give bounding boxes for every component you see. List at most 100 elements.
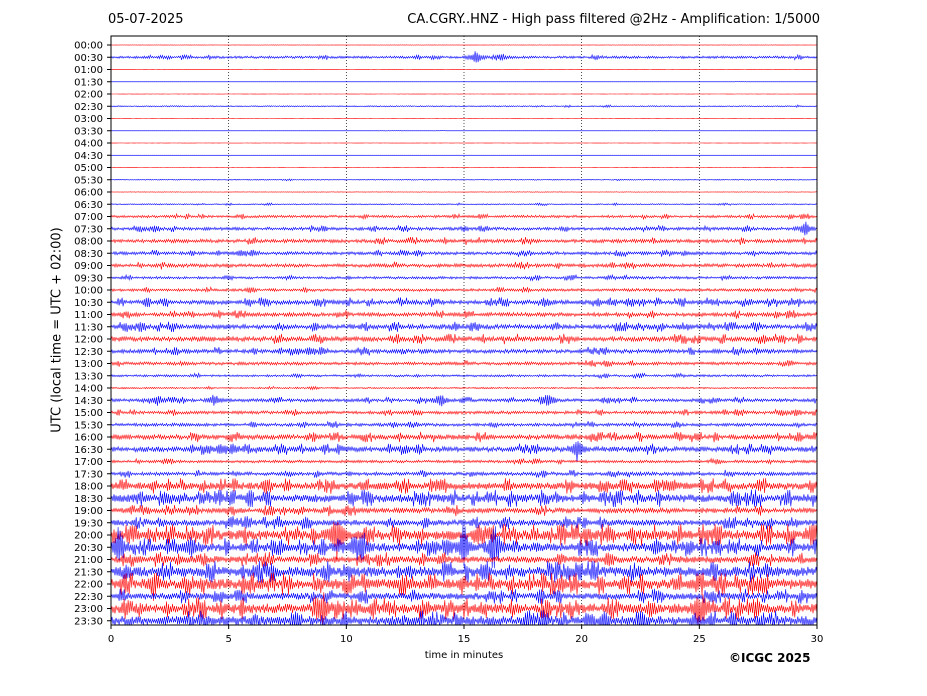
trace-0330 <box>111 130 817 132</box>
trace-0530 <box>111 178 817 182</box>
y-tick-label: 23:00 <box>74 604 103 615</box>
x-tick-label: 15 <box>458 634 471 645</box>
plot-title: CA.CGRY..HNZ - High pass filtered @2Hz -… <box>407 12 820 27</box>
trace-2230 <box>111 588 817 604</box>
y-tick-label: 03:30 <box>74 126 103 137</box>
y-tick-label: 23:30 <box>74 616 103 627</box>
trace-0830 <box>111 249 817 257</box>
y-tick-label: 16:00 <box>74 433 103 444</box>
trace-0030 <box>111 51 817 63</box>
trace-1830 <box>111 489 817 508</box>
trace-1630 <box>111 441 817 463</box>
y-tick-label: 15:30 <box>74 420 103 431</box>
trace-1700 <box>111 457 817 466</box>
x-tick-label: 0 <box>108 634 114 645</box>
trace-0630 <box>111 202 817 207</box>
y-tick-label: 01:30 <box>74 77 103 88</box>
trace-0600 <box>111 191 817 193</box>
trace-1300 <box>111 360 817 367</box>
trace-1600 <box>111 431 817 443</box>
y-tick-label: 06:30 <box>74 200 103 211</box>
y-tick-label: 08:00 <box>74 237 103 248</box>
y-tick-label: 18:30 <box>74 494 103 505</box>
x-axis-label: time in minutes <box>424 650 504 661</box>
trace-0230 <box>111 104 817 109</box>
trace-1400 <box>111 385 817 391</box>
trace-1000 <box>111 286 817 294</box>
y-tick-label: 14:30 <box>74 396 103 407</box>
y-tick-label: 02:00 <box>74 90 103 101</box>
trace-0700 <box>111 212 817 221</box>
trace-0000 <box>111 44 817 46</box>
y-tick-label: 22:30 <box>74 592 103 603</box>
trace-1200 <box>111 333 817 345</box>
y-tick-label: 02:30 <box>74 102 103 113</box>
trace-0730 <box>111 221 817 236</box>
y-tick-label: 21:30 <box>74 567 103 578</box>
y-tick-label: 07:30 <box>74 224 103 235</box>
trace-1800 <box>111 478 817 494</box>
vertical-gridlines <box>228 36 700 625</box>
y-tick-label: 21:00 <box>74 555 103 566</box>
y-tick-label: 19:00 <box>74 506 103 517</box>
y-tick-label: 05:00 <box>74 163 103 174</box>
trace-1900 <box>111 504 817 517</box>
trace-2030 <box>111 525 817 569</box>
seismic-traces <box>111 44 817 625</box>
y-tick-label: 17:00 <box>74 457 103 468</box>
y-tick-label: 04:00 <box>74 139 103 150</box>
y-tick-label: 18:00 <box>74 482 103 493</box>
trace-1030 <box>111 297 817 308</box>
y-tick-label: 15:00 <box>74 408 103 419</box>
y-tick-label: 09:30 <box>74 273 103 284</box>
y-tick-label: 07:00 <box>74 212 103 223</box>
y-tick-label: 14:00 <box>74 384 103 395</box>
y-tick-label: 04:30 <box>74 151 103 162</box>
x-tick-label: 25 <box>693 634 706 645</box>
y-tick-label: 05:30 <box>74 175 103 186</box>
trace-0900 <box>111 261 817 270</box>
y-tick-label: 03:00 <box>74 114 103 125</box>
trace-1230 <box>111 346 817 356</box>
copyright-notice: ©ICGC 2025 <box>729 651 811 665</box>
y-tick-label: 13:00 <box>74 359 103 370</box>
trace-2330 <box>111 610 817 625</box>
y-tick-label: 13:30 <box>74 371 103 382</box>
trace-2100 <box>111 551 817 567</box>
x-tick-label: 30 <box>811 634 824 645</box>
y-tick-label: 16:30 <box>74 445 103 456</box>
trace-1430 <box>111 394 817 407</box>
x-tick-label: 20 <box>575 634 588 645</box>
trace-1100 <box>111 310 817 319</box>
trace-0800 <box>111 237 817 245</box>
y-tick-label: 00:30 <box>74 53 103 64</box>
trace-1500 <box>111 408 817 417</box>
y-tick-label: 01:00 <box>74 65 103 76</box>
y-tick-label: 08:30 <box>74 249 103 260</box>
trace-2000 <box>111 521 817 562</box>
y-tick-label: 17:30 <box>74 469 103 480</box>
y-tick-label: 20:00 <box>74 531 103 542</box>
trace-0100 <box>111 68 817 71</box>
y-tick-label: 22:00 <box>74 580 103 591</box>
trace-2300 <box>111 592 817 625</box>
y-tick-label: 00:00 <box>74 41 103 52</box>
trace-1130 <box>111 321 817 333</box>
trace-1930 <box>111 516 817 530</box>
y-tick-label: 10:30 <box>74 298 103 309</box>
trace-0930 <box>111 273 817 282</box>
trace-1530 <box>111 420 817 429</box>
y-tick-label: 06:00 <box>74 188 103 199</box>
y-tick-label: 09:00 <box>74 261 103 272</box>
plot-date: 05-07-2025 <box>108 12 184 27</box>
y-tick-label: 12:30 <box>74 347 103 358</box>
trace-2200 <box>111 572 817 602</box>
trace-1330 <box>111 372 817 380</box>
x-tick-label: 10 <box>340 634 353 645</box>
y-tick-label: 11:30 <box>74 322 103 333</box>
y-tick-label: 19:30 <box>74 518 103 529</box>
y-tick-label: 20:30 <box>74 543 103 554</box>
y-tick-label: 10:00 <box>74 286 103 297</box>
